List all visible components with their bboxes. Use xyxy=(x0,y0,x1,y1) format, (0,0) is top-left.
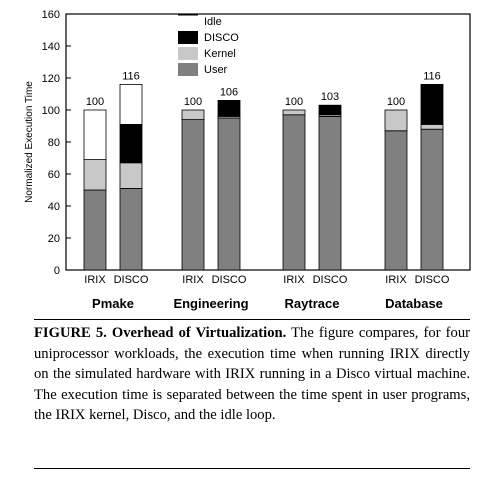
bar-segment-user xyxy=(218,118,240,270)
bar-segment-kernel xyxy=(182,110,204,120)
legend: Idle DISCO Kernel User xyxy=(178,15,239,76)
legend-swatch-kernel xyxy=(178,47,198,60)
legend-label-disco: DISCO xyxy=(204,32,239,44)
y-tick-label: 80 xyxy=(48,137,60,149)
caption-top-rule xyxy=(34,319,470,320)
bar-segment-idle xyxy=(84,110,106,160)
bar-category-label: IRIX xyxy=(84,274,106,286)
bar-segment-kernel xyxy=(84,160,106,190)
bar-segment-kernel xyxy=(421,124,443,129)
bar-segment-disco xyxy=(120,124,142,162)
y-axis-label: Normalized Execution Time xyxy=(24,81,35,203)
y-tick-label: 40 xyxy=(48,201,60,213)
y-tick-label: 140 xyxy=(42,41,60,53)
bar-segment-kernel xyxy=(283,110,305,115)
bar-category-label: IRIX xyxy=(283,274,305,286)
caption-title: FIGURE 5. Overhead of Virtualization. xyxy=(34,325,286,341)
bar-total-label: 100 xyxy=(86,96,104,108)
y-tick-label: 60 xyxy=(48,169,60,181)
bar-segment-disco xyxy=(421,84,443,124)
legend-swatch-idle xyxy=(178,15,198,27)
bar-total-label: 106 xyxy=(220,86,238,98)
bar-total-label: 100 xyxy=(184,96,202,108)
legend-swatch-user xyxy=(178,63,198,76)
bar-category-label: DISCO xyxy=(212,274,247,286)
figure-caption: FIGURE 5. Overhead of Virtualization. Th… xyxy=(34,323,470,426)
bar-category-label: DISCO xyxy=(114,274,149,286)
group-label: Database xyxy=(385,296,443,311)
group-label: Engineering xyxy=(173,296,248,311)
bar-segment-user xyxy=(84,190,106,270)
figure-chart: 0 20 40 60 80 100 120 140 160 Normalized Executio… xyxy=(0,0,490,320)
bar-total-label: 116 xyxy=(122,70,140,82)
bar-segment-disco xyxy=(319,105,341,115)
bar-segment-user xyxy=(319,116,341,270)
stacked-bar-chart: 0 20 40 60 80 100 120 140 160 Normalized Executio… xyxy=(0,0,490,320)
bars xyxy=(84,84,443,270)
y-tick-label: 160 xyxy=(42,9,60,21)
bar-segment-user xyxy=(182,120,204,270)
bar-segment-user xyxy=(421,129,443,270)
bar-total-label: 100 xyxy=(285,96,303,108)
y-tick-label: 120 xyxy=(42,73,60,85)
bar-category-label: DISCO xyxy=(415,274,450,286)
group-label: Pmake xyxy=(92,296,134,311)
bar-segment-disco xyxy=(218,100,240,116)
bar-category-label: DISCO xyxy=(313,274,348,286)
bar-segment-user xyxy=(120,188,142,270)
bar-segment-user xyxy=(283,115,305,270)
bar-category-label: IRIX xyxy=(385,274,407,286)
bar-segment-user xyxy=(385,131,407,270)
bar-segment-kernel xyxy=(385,110,407,131)
bar-total-label: 100 xyxy=(387,96,405,108)
y-tick-label: 100 xyxy=(42,105,60,117)
bar-total-label: 103 xyxy=(321,91,339,103)
y-tick-label: 0 xyxy=(54,265,60,277)
bar-category-label: IRIX xyxy=(182,274,204,286)
bar-total-label: 116 xyxy=(423,70,441,82)
bar-segment-idle xyxy=(120,84,142,124)
y-tick-label: 20 xyxy=(48,233,60,245)
bar-segment-kernel xyxy=(120,163,142,189)
caption-bottom-rule xyxy=(34,468,470,469)
legend-label-user: User xyxy=(204,64,228,76)
legend-label-kernel: Kernel xyxy=(204,48,236,60)
legend-label-idle: Idle xyxy=(204,16,222,28)
legend-swatch-disco xyxy=(178,31,198,44)
group-label: Raytrace xyxy=(285,296,340,311)
